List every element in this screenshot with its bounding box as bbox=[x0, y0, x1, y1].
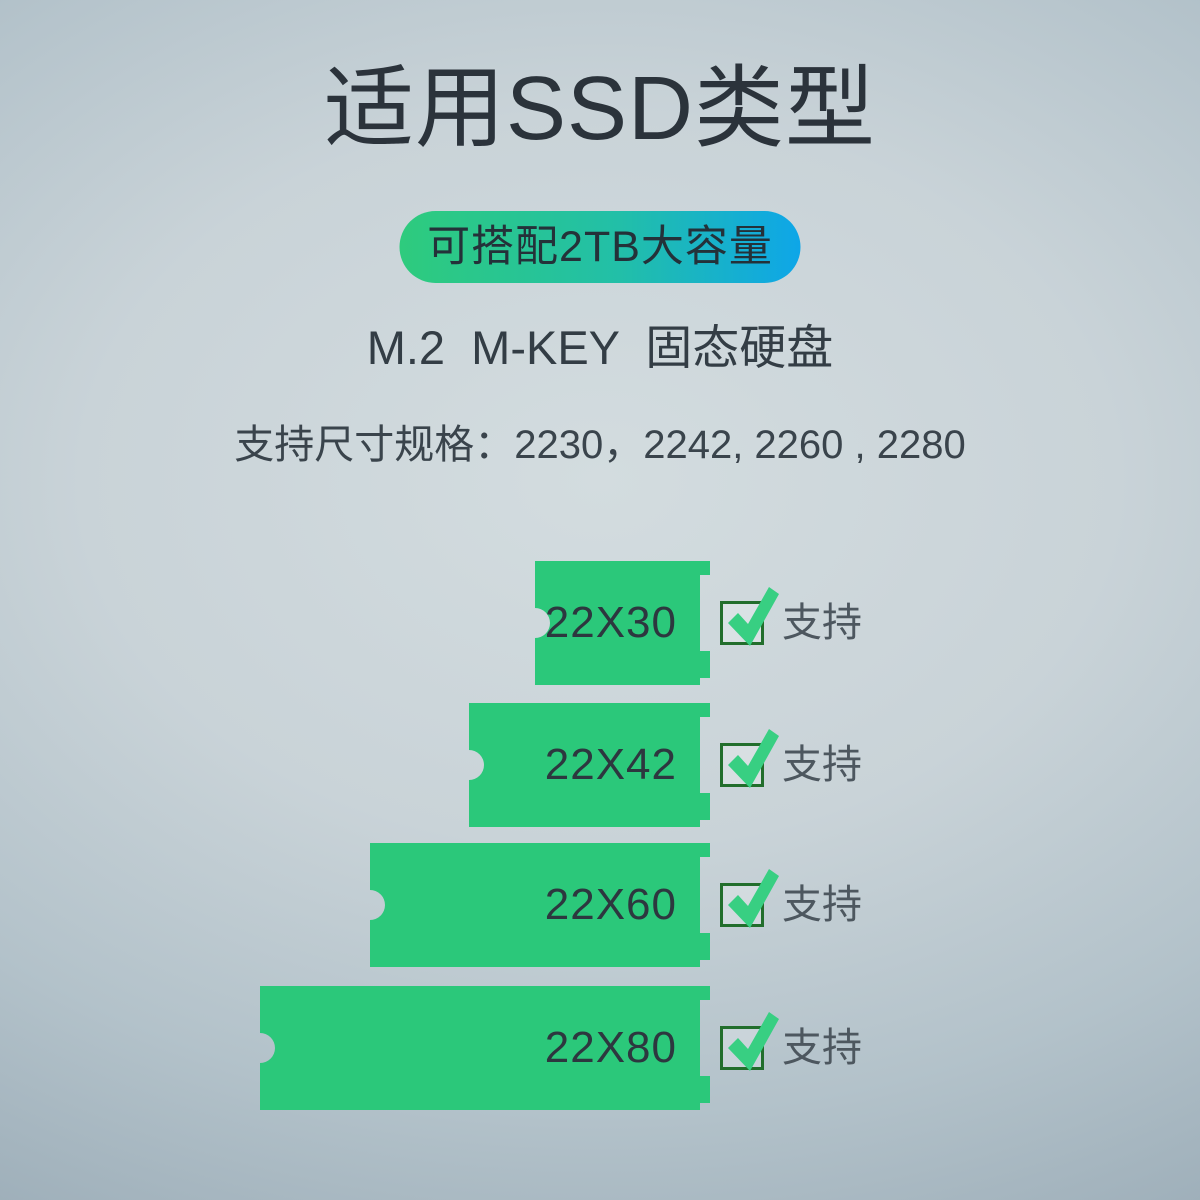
checkmark-icon bbox=[728, 869, 779, 928]
ssd-bar-shape bbox=[535, 561, 710, 685]
page-title: 适用SSD类型 bbox=[323, 59, 877, 159]
ssd-row: 22X30 支持 bbox=[0, 561, 1200, 685]
ssd-size-label: 22X42 bbox=[544, 740, 677, 789]
checkmark-icon bbox=[728, 1012, 779, 1071]
capacity-badge: 可搭配2TB大容量 bbox=[399, 211, 801, 283]
ssd-bar-shape bbox=[260, 986, 710, 1110]
capacity-badge-label: 可搭配2TB大容量 bbox=[427, 222, 773, 271]
ssd-bar-shape bbox=[469, 703, 710, 827]
supported-sizes-line: 支持尺寸规格：2230，2242, 2260 , 2280 bbox=[234, 423, 966, 467]
support-status-label: 支持 bbox=[782, 883, 862, 927]
ssd-bar: 22X30 bbox=[535, 561, 710, 685]
checkmark-icon bbox=[728, 587, 779, 646]
ssd-bar: 22X42 bbox=[469, 703, 710, 827]
support-status-label: 支持 bbox=[782, 1026, 862, 1070]
ssd-bar: 22X60 bbox=[370, 843, 710, 967]
ssd-size-label: 22X60 bbox=[544, 880, 677, 929]
support-status-label: 支持 bbox=[782, 743, 862, 787]
ssd-row: 22X42 支持 bbox=[0, 703, 1200, 827]
ssd-row: 22X60 支持 bbox=[0, 843, 1200, 967]
support-status-label: 支持 bbox=[782, 601, 862, 645]
drive-type-subtitle: M.2 M-KEY 固态硬盘 bbox=[366, 321, 834, 374]
ssd-bar-shape bbox=[370, 843, 710, 967]
ssd-bar: 22X80 bbox=[260, 986, 710, 1110]
ssd-row: 22X80 支持 bbox=[0, 986, 1200, 1110]
checkmark-icon bbox=[728, 729, 779, 788]
ssd-size-label: 22X30 bbox=[544, 598, 677, 647]
ssd-size-label: 22X80 bbox=[544, 1023, 677, 1072]
